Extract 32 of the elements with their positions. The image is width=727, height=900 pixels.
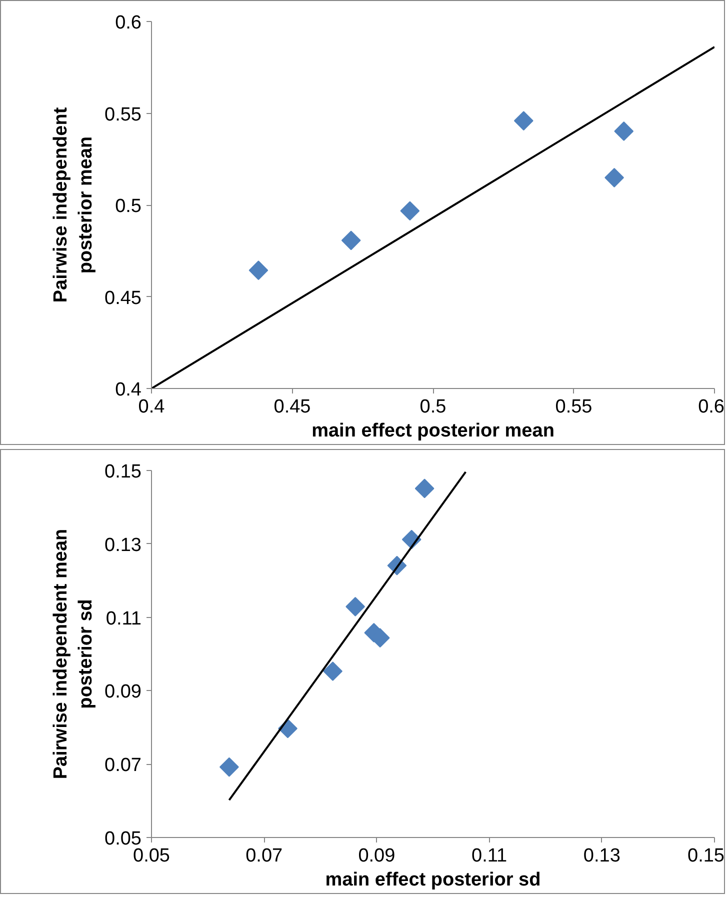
x-tick-label: 0.13 [583,846,620,866]
point [248,260,268,280]
x-axis-title: main effect posterior mean [312,420,554,442]
y-axis-title: Pairwise independent mean posterior sd [50,528,97,780]
y-tick-label: 0.6 [115,12,142,34]
point [346,596,365,616]
point [414,478,434,498]
y-tick-label: 0.07 [104,755,142,776]
x-tick-label: 0.15 [688,846,725,866]
y-tick-label: 0.5 [115,196,142,217]
point [514,111,534,130]
y-tick-label: 0.09 [104,682,142,703]
x-tick-label: 0.07 [246,846,283,866]
point [614,122,634,141]
x-tick-label: 0.11 [472,846,508,866]
y-axis-title: Pairwise independent posterior mean [50,106,97,303]
x-tick-label: 0.45 [274,396,311,418]
y-tick-label: 0.11 [106,608,142,630]
y-tick-label: 0.15 [104,462,142,482]
point [220,757,239,777]
y-tick-label: 0.45 [104,288,142,309]
point [604,168,624,188]
point [323,662,342,681]
x-tick-label: 0.5 [420,396,446,418]
x-tick-label: 0.6 [698,396,725,418]
x-tick-label: 0.09 [358,846,396,866]
x-axis-title: main effect posterior sd [325,870,541,890]
x-tick-label: 0.55 [555,396,592,418]
point [341,230,361,250]
y-tick-label: 0.55 [104,104,142,126]
y-tick-label: 0.13 [104,534,142,556]
point [400,201,420,221]
